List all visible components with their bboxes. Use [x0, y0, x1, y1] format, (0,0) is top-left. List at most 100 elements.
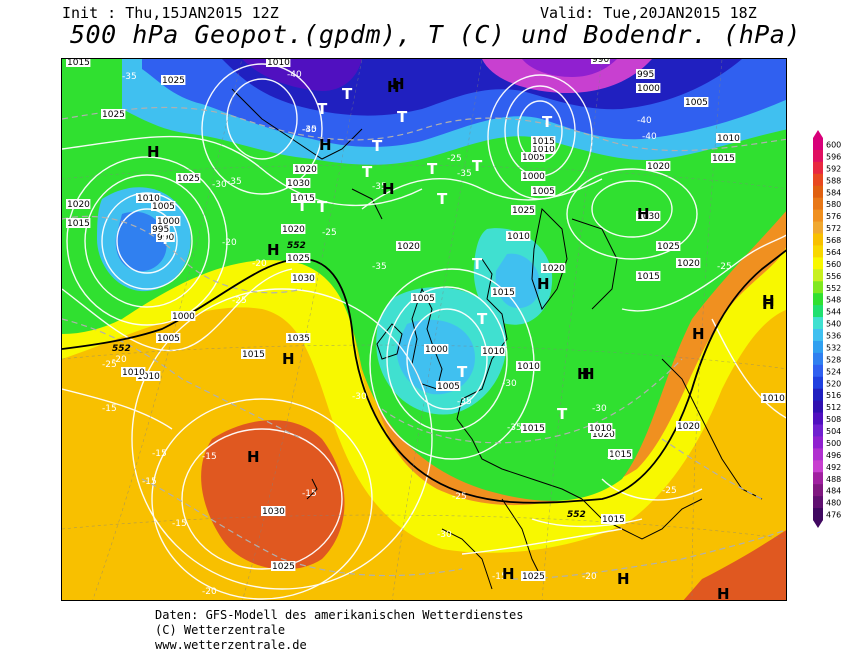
- temperature-label: -30: [437, 530, 452, 540]
- temperature-label: -15: [142, 477, 157, 487]
- legend-swatch: [813, 305, 823, 318]
- isobar-label: 1005: [412, 294, 435, 304]
- legend-swatch: [813, 281, 823, 294]
- low-pressure-marker: T: [557, 405, 568, 423]
- isobar-label-bg: [591, 429, 616, 439]
- isobar-label-bg: [286, 178, 311, 188]
- legend-swatch: [813, 197, 823, 211]
- isobar-label-bg: [436, 381, 461, 391]
- isobar-label: 1010: [532, 145, 555, 155]
- legend-value: 584: [826, 188, 841, 197]
- high-pressure-marker: H: [392, 75, 405, 93]
- legend-value: 496: [826, 451, 841, 460]
- isobar-label: 1015: [292, 194, 315, 204]
- legend-swatch: [813, 508, 823, 521]
- isobar-label: 1025: [177, 174, 200, 184]
- isobar-label-bg: [176, 173, 201, 183]
- init-time: Init : Thu,15JAN2015 12Z: [62, 4, 279, 22]
- isobar-label-bg: [601, 514, 626, 524]
- isobar-label-bg: [261, 506, 286, 516]
- isobar-label: 1010: [517, 362, 540, 372]
- temperature-label: -15: [202, 452, 217, 462]
- temperature-label: -25: [607, 453, 622, 463]
- isobar-label-bg: [161, 75, 186, 85]
- isobar-label-bg: [241, 349, 266, 359]
- high-pressure-marker: H: [267, 241, 280, 259]
- legend-swatch: [813, 340, 823, 354]
- isobar-label-bg: [516, 361, 541, 371]
- isobar-label: 1025: [272, 562, 295, 572]
- isobar-label-bg: [716, 133, 741, 143]
- temperature-label: -30: [592, 404, 607, 414]
- legend-swatch: [813, 161, 823, 175]
- low-pressure-marker: T: [472, 255, 483, 273]
- high-pressure-marker: H: [762, 295, 775, 313]
- legend-swatch: [813, 233, 823, 246]
- temperature-label: -25: [452, 492, 467, 502]
- isobar-label: 1015: [67, 219, 90, 229]
- legend-swatch: [813, 412, 823, 425]
- temp-region-red-orange-se: [683, 530, 786, 600]
- isobar-label: 1015: [242, 350, 265, 360]
- isobar-label: 1030: [292, 274, 315, 284]
- valid-time: Valid: Tue,20JAN2015 18Z: [540, 4, 757, 22]
- legend-value: 492: [826, 463, 841, 472]
- isobar-label-bg: [101, 109, 126, 119]
- isobar-label-bg: [66, 59, 91, 67]
- legend-swatch: [813, 329, 823, 342]
- isobar-label-bg: [156, 333, 181, 343]
- temperature-label: -40: [287, 70, 302, 80]
- isobar-label: 1005: [522, 153, 545, 163]
- temperature-label: -40: [637, 116, 652, 126]
- isobar-label-bg: [608, 449, 633, 459]
- isobar-label-bg: [646, 161, 671, 171]
- temperature-label: -25: [717, 262, 732, 272]
- isobar-label: 1010: [762, 394, 785, 404]
- legend-swatch: [813, 269, 823, 282]
- isobar-label: 1000: [425, 345, 448, 355]
- temperature-label: -35: [227, 177, 242, 187]
- high-pressure-marker: H: [282, 350, 295, 368]
- legend-swatch: [813, 460, 823, 473]
- isobar-label-bg: [151, 201, 176, 211]
- high-pressure-marker: H: [762, 292, 775, 310]
- low-pressure-marker: T: [297, 197, 308, 215]
- legend-swatch: [813, 496, 823, 509]
- isobar-label: 1025: [512, 206, 535, 216]
- low-pressure-marker: T: [457, 363, 468, 381]
- isobar-label: 1020: [294, 165, 317, 175]
- legend-value: 528: [826, 355, 841, 364]
- low-pressure-marker: T: [427, 160, 438, 178]
- high-pressure-marker: H: [319, 136, 332, 154]
- isobar-label-bg: [271, 561, 296, 571]
- isobar-label-bg: [286, 253, 311, 263]
- isobar-label: 1030: [262, 507, 285, 517]
- low-pressure-marker: T: [472, 157, 483, 175]
- isobar-label-bg: [656, 241, 681, 251]
- legend-value: 524: [826, 367, 841, 376]
- legend-value: 488: [826, 475, 841, 484]
- isobar-label: 1020: [542, 264, 565, 274]
- contour-552-labels: 552 552 552: [112, 241, 586, 520]
- isobar-label: 1010: [137, 194, 160, 204]
- isobar-label-bg: [511, 205, 536, 215]
- legend-value: 520: [826, 379, 841, 388]
- isobar-label: 1010: [507, 232, 530, 242]
- legend-swatch: [813, 221, 823, 234]
- isobar-label-bg: [481, 346, 506, 356]
- legend-value: 536: [826, 332, 841, 341]
- high-pressure-marker: H: [577, 365, 590, 383]
- isobar-label-bg: [636, 211, 661, 221]
- high-pressure-marker: H: [717, 585, 730, 601]
- temperature-label: -15: [302, 489, 317, 499]
- legend-swatch: [813, 400, 823, 414]
- isobar-label: 1015: [67, 59, 90, 68]
- isobar-label: 1015: [609, 450, 632, 460]
- isobar-label-bg: [156, 216, 181, 226]
- isobar-label: 1025: [162, 76, 185, 86]
- isobar-label: 1020: [647, 162, 670, 172]
- isobar-label: 1005: [437, 382, 460, 392]
- legend-swatch: [813, 364, 823, 378]
- legend-value: 592: [826, 164, 841, 173]
- legend-swatch: [813, 472, 823, 485]
